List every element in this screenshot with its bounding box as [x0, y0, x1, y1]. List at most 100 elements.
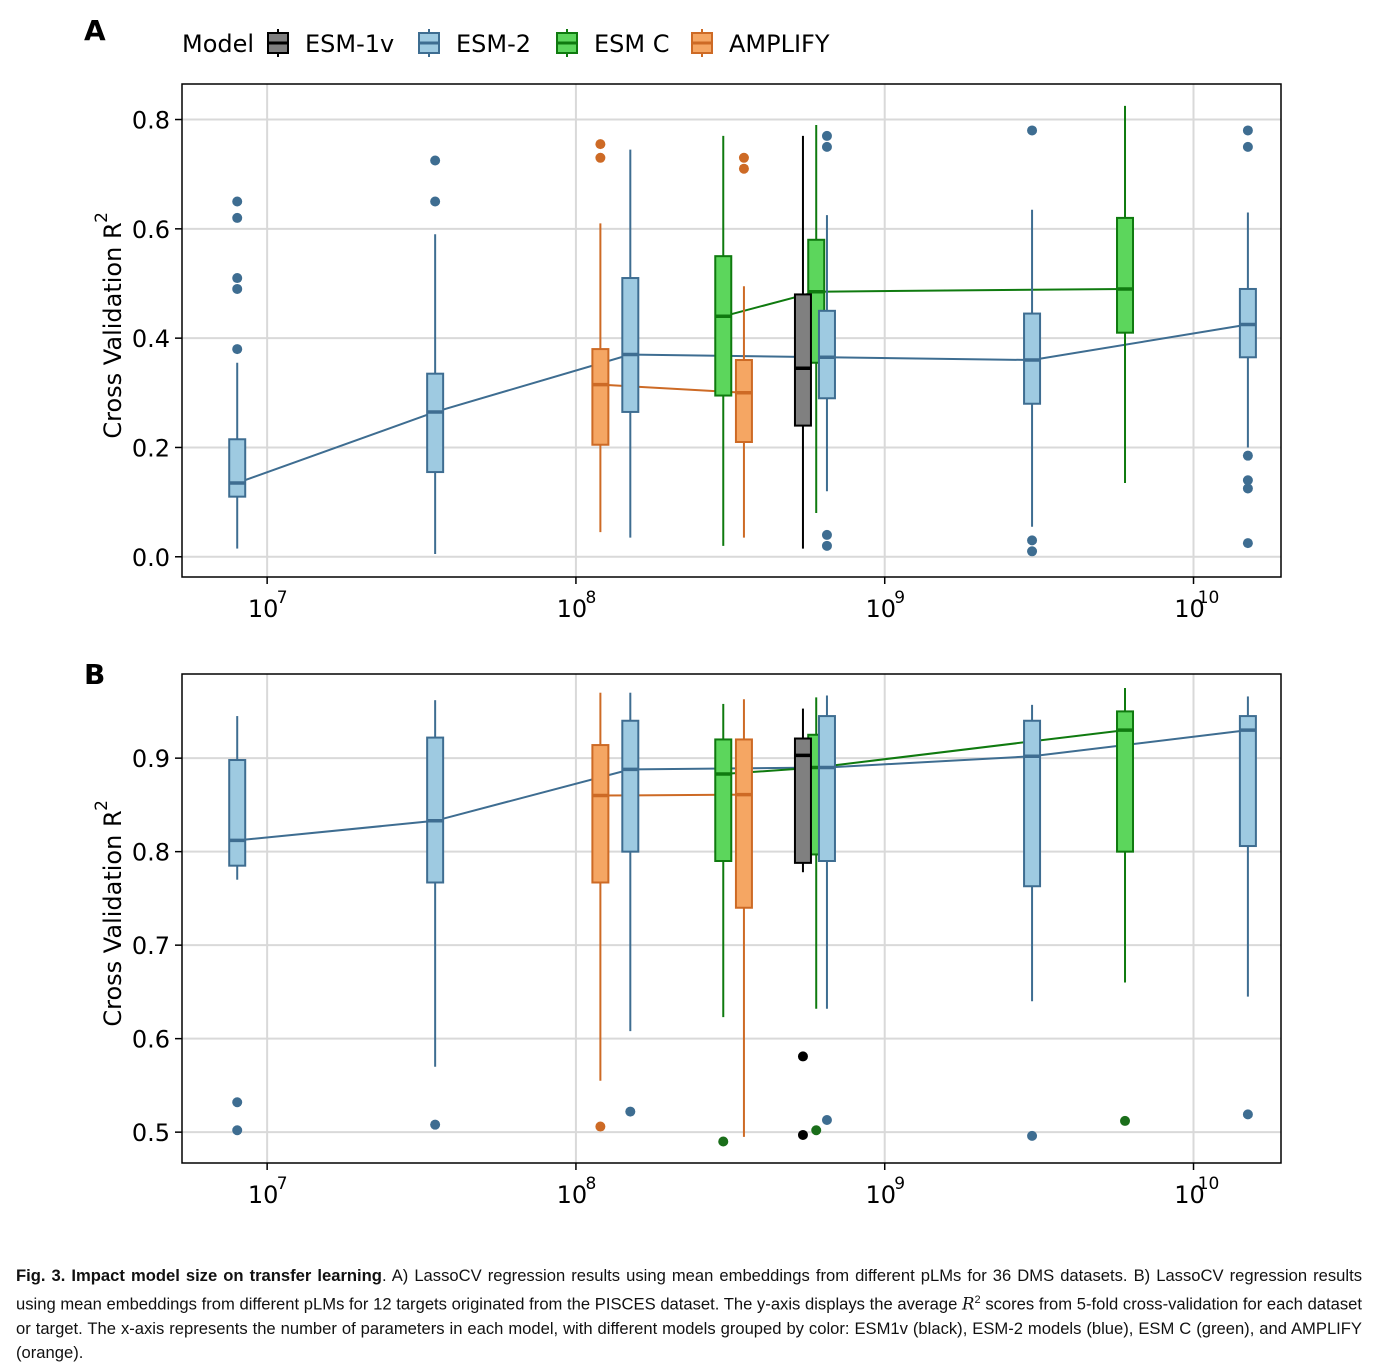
- panel-a-outlier-point: [821, 141, 832, 152]
- panel-a-outlier-point: [1027, 535, 1038, 546]
- panel-b-y-tick-label: 0.8: [132, 839, 170, 867]
- panel-b-x-tick-label: 10: [248, 1181, 279, 1209]
- panel-b-x-tick-exponent: 10: [1198, 1174, 1220, 1194]
- legend-entry-esm2: ESM-2: [418, 29, 531, 58]
- panel-a-box: [817, 130, 836, 551]
- panel-b-y-tick-label: 0.5: [132, 1119, 170, 1147]
- panel-a-box: [621, 149, 640, 538]
- panel-b-box-body: [1023, 719, 1042, 888]
- panel-b-box: [1238, 696, 1257, 1120]
- panel-b-box: [1116, 688, 1135, 1126]
- panel-a-outlier-point: [738, 163, 749, 174]
- panel-a-box: [228, 196, 247, 549]
- panel-b-label: B: [84, 658, 105, 691]
- panel-b-y-axis-label: Cross Validation R: [99, 810, 127, 1026]
- panel-b-outlier-point: [232, 1097, 243, 1108]
- panel-b-box-body: [591, 744, 610, 884]
- panel-a-box: [591, 139, 610, 533]
- panel-a-x-tick-exponent: 10: [1198, 588, 1220, 608]
- legend-label-amplify: AMPLIFY: [729, 30, 830, 58]
- panel-a-box: [793, 135, 812, 549]
- panel-a-box: [1023, 125, 1042, 557]
- panel-a-box-body: [621, 277, 640, 413]
- panel-a-outlier-point: [821, 130, 832, 141]
- panel-b-box-body: [1238, 715, 1257, 848]
- panel-a-box-body: [734, 359, 753, 443]
- panel-a-label: A: [84, 14, 106, 47]
- panel-a-outlier-point: [232, 344, 243, 355]
- panel-a-y-tick-label: 0.0: [132, 544, 170, 572]
- legend-label-esm1v: ESM-1v: [305, 30, 394, 58]
- panel-b-outlier-point: [625, 1106, 636, 1117]
- panel-a-outlier-point: [232, 212, 243, 223]
- panel-a-box: [1116, 105, 1135, 483]
- panel-b-box-body: [817, 715, 836, 862]
- panel-b-box-body: [793, 737, 812, 864]
- panel-a-box: [426, 155, 445, 555]
- caption-text-1: . A) LassoCV regression results using me…: [16, 1266, 1362, 1314]
- panel-b-x-tick-exponent: 9: [894, 1174, 905, 1194]
- panel-b-x-tick-exponent: 7: [277, 1174, 288, 1194]
- panel-a-box: [714, 135, 733, 546]
- panel-a-box-body: [228, 438, 247, 498]
- panel-a-outlier-point: [232, 283, 243, 294]
- panel-a-outlier-point: [1242, 450, 1253, 461]
- panel-b-box: [734, 699, 753, 1137]
- legend-entry-esmc: ESM C: [556, 29, 670, 58]
- panel-a-y-tick-label: 0.4: [132, 325, 170, 353]
- caption-label: Fig. 3. Impact model size on transfer le…: [16, 1266, 382, 1285]
- panel-a-x-tick-exponent: 8: [586, 588, 597, 608]
- panel-a-x-tick-label: 10: [1174, 595, 1205, 623]
- panel-a-outlier-point: [821, 529, 832, 540]
- panel-a-box: [734, 152, 753, 538]
- legend-label-esm2: ESM-2: [456, 30, 531, 58]
- caption-text-2: scores from 5-fold cross-validation for …: [16, 1294, 1363, 1362]
- panel-b-outlier-point: [430, 1119, 441, 1130]
- panel-b-y-tick-label: 0.6: [132, 1026, 170, 1054]
- panel-b-y-tick-label: 0.7: [132, 932, 170, 960]
- figure-caption: Fig. 3. Impact model size on transfer le…: [16, 1264, 1362, 1365]
- panel-b-outlier-point: [1120, 1115, 1131, 1126]
- panel-a-outlier-point: [1242, 483, 1253, 494]
- panel-b-box-body: [228, 759, 247, 867]
- panel-b-box: [817, 695, 836, 1125]
- panel-a-box-body: [714, 255, 733, 397]
- panel-b-box-body: [621, 719, 640, 853]
- panel-a-box-body: [793, 293, 812, 427]
- panel-a-y-tick-label: 0.2: [132, 434, 170, 462]
- panel-a-outlier-point: [232, 196, 243, 207]
- panel-b-box-body: [734, 738, 753, 909]
- legend-entry-esm1v: ESM-1v: [267, 29, 394, 58]
- panel-b-outlier-point: [821, 1114, 832, 1125]
- caption-symbol: R: [962, 1294, 975, 1314]
- panel-a-y-axis-label-sup: 2: [92, 212, 112, 223]
- panel-b-box: [426, 700, 445, 1130]
- legend: Model ESM-1v ESM-2 ESM C AMPL: [182, 29, 830, 58]
- panel-b-box-body: [1116, 710, 1135, 853]
- legend-entry-amplify: AMPLIFY: [691, 29, 830, 58]
- panel-b-box: [714, 703, 733, 1147]
- panel-b-frame: [181, 673, 1282, 1164]
- panel-a-frame: [181, 83, 1282, 578]
- panel-b-outlier-point: [797, 1129, 808, 1140]
- legend-label-esmc: ESM C: [594, 30, 670, 58]
- legend-title: Model: [182, 30, 254, 58]
- panel-a-box-body: [426, 372, 445, 474]
- panel-b-x-tick-label: 10: [1174, 1181, 1205, 1209]
- panel-a-box-body: [817, 309, 836, 400]
- figure-canvas: A B Model ESM-1v ESM-2 ESM C: [84, 14, 1282, 1209]
- panel-b-box: [793, 708, 812, 1140]
- panel-a-outlier-point: [595, 152, 606, 163]
- panel-b-box-body: [714, 738, 733, 862]
- panel-b-y-axis-label-sup: 2: [92, 800, 112, 811]
- panel-a-box-body: [591, 348, 610, 446]
- panel-b-box: [1023, 704, 1042, 1141]
- panel-a-box: [1238, 125, 1257, 549]
- panel-a-outlier-point: [1027, 546, 1038, 557]
- panel-a-outlier-point: [430, 155, 441, 166]
- panel-b-x-tick-label: 10: [865, 1181, 896, 1209]
- panel-a-outlier-point: [1242, 141, 1253, 152]
- panel-b-x-tick-label: 10: [557, 1181, 588, 1209]
